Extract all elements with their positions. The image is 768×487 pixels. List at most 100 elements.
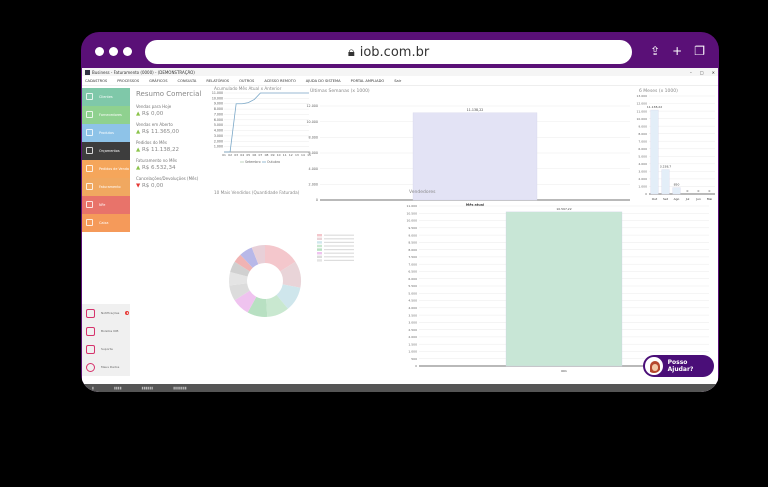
new-tab-icon[interactable]: + — [672, 44, 683, 58]
menu-item[interactable]: ACESSO REMOTO — [264, 78, 296, 83]
menu-item[interactable]: CADASTROS — [85, 78, 108, 83]
pie-slice[interactable] — [276, 284, 301, 309]
y-tick-label: 0 — [316, 198, 318, 202]
sidebar-bottom-item[interactable]: Boletos IOB — [82, 322, 130, 340]
assistant-avatar — [645, 357, 663, 375]
sidebar-item[interactable]: Pedidos de Venda — [82, 160, 130, 178]
sidebar-item[interactable]: Orçamentos — [82, 142, 130, 160]
sidebar-item[interactable]: Faturamento — [82, 178, 130, 196]
sidebar-bottom-item[interactable]: Notificações 1 — [82, 304, 130, 322]
sidebar-bottom-item[interactable]: Meus Dados — [82, 358, 130, 376]
pie-slice[interactable] — [234, 290, 257, 313]
help-button[interactable]: Posso Ajudar? — [643, 355, 714, 377]
resumo-value: ▲ R$ 11.138,22 — [136, 147, 180, 153]
menu-item[interactable]: PORTAL AMPLIADO — [350, 78, 385, 83]
sidebar-item[interactable]: NFe — [82, 196, 130, 214]
y-tick-label: 2.500 — [408, 328, 417, 332]
y-tick-label: 3.000 — [408, 321, 417, 325]
bar[interactable] — [505, 211, 623, 367]
data-label: 850 — [674, 183, 680, 187]
module-icon — [86, 111, 93, 119]
x-tick-label: 10 — [277, 153, 281, 157]
resumo-label: Cancelações/Devoluções (Mês) — [136, 176, 199, 181]
sidebar-item[interactable]: Fornecedores — [82, 106, 130, 124]
lock-icon: 🔒︎ — [347, 44, 355, 60]
support-icon — [86, 344, 95, 354]
data-label: 0 — [687, 189, 689, 193]
pie-slice[interactable] — [229, 272, 248, 286]
pie-slice[interactable] — [266, 294, 288, 317]
maximize-button[interactable]: □ — [699, 69, 704, 75]
y-tick-label: 10.000 — [212, 96, 223, 100]
trend-up-icon: ▲ — [136, 147, 141, 153]
y-tick-label: 13.000 — [637, 94, 648, 98]
y-tick-label: 9.000 — [638, 124, 647, 128]
y-tick-label: 11.000 — [212, 91, 223, 95]
sidebar-item[interactable]: Caixa — [82, 214, 130, 232]
menu-item[interactable]: OUTROS — [239, 78, 255, 83]
legend-swatch — [317, 248, 322, 251]
pie-slice[interactable] — [247, 296, 268, 317]
menu-item[interactable]: AJUDA DO SISTEMA — [305, 78, 341, 83]
resumo-value: ▼ R$ 0,00 — [136, 183, 164, 189]
sidebar-bottom-item[interactable]: Suporte — [82, 340, 130, 358]
y-tick-label: 7.000 — [408, 262, 417, 266]
minimize-button[interactable]: – — [689, 69, 692, 75]
share-icon[interactable]: ⇪ — [650, 44, 661, 58]
y-tick-label: 3.000 — [638, 170, 647, 174]
module-icon — [86, 147, 93, 155]
legend-entry — [324, 256, 354, 258]
menu-item[interactable]: CONSULTA — [177, 78, 197, 83]
legend-entry — [324, 252, 354, 254]
menu-item[interactable]: PROCESSOS — [117, 78, 140, 83]
pie-slice[interactable] — [230, 261, 250, 277]
tabs-icon[interactable]: ❐ — [694, 44, 705, 58]
y-tick-label: 7.000 — [214, 112, 223, 116]
legend-entry — [324, 238, 354, 240]
x-tick-label: 12 — [289, 153, 293, 157]
y-tick-label: 5.000 — [638, 155, 647, 159]
app-window: Business - Faturamento (0000) - (DEMONST… — [82, 68, 718, 392]
sidebar-item[interactable]: Clientes — [82, 88, 130, 106]
bar[interactable] — [650, 109, 659, 195]
pie-slice[interactable] — [234, 254, 253, 272]
y-tick-label: 4.000 — [408, 306, 417, 310]
pie-slice[interactable] — [251, 245, 265, 265]
sidebar-item[interactable]: Produtos — [82, 124, 130, 142]
x-tick-label: 04 — [240, 153, 244, 157]
y-tick-label: 5.000 — [408, 291, 417, 295]
bar[interactable] — [412, 112, 538, 201]
legend-label: Outubro — [267, 160, 280, 164]
legend-entry — [324, 245, 354, 247]
menu-item[interactable]: RELATÓRIOS — [206, 78, 230, 83]
y-tick-label: 1.000 — [638, 185, 647, 189]
y-tick-label: 7.500 — [408, 255, 417, 259]
bar[interactable] — [672, 187, 681, 195]
data-label: 11.138,22 — [647, 105, 662, 109]
y-tick-label: 6.000 — [309, 151, 318, 155]
x-tick-label: 14 — [301, 153, 305, 157]
y-tick-label: 5.000 — [214, 123, 223, 127]
sidebar-bottom: Notificações 1 Boletos IOB Suporte Meus Dado… — [82, 304, 130, 376]
bar[interactable] — [661, 169, 670, 195]
chart-title: Últimas Semanas (x 1000) — [310, 87, 370, 94]
close-button[interactable]: ✕ — [711, 69, 715, 75]
pie-slice[interactable] — [265, 245, 296, 272]
x-tick-label: Mai — [707, 197, 712, 201]
pie-slice[interactable] — [229, 283, 250, 301]
y-tick-label: 4.000 — [638, 162, 647, 166]
window-controls[interactable] — [95, 47, 132, 56]
x-tick-label: 02 — [228, 153, 232, 157]
trend-up-icon: ▲ — [136, 129, 141, 135]
data-label: 3.238,7 — [660, 165, 672, 169]
pie-slice[interactable] — [240, 247, 259, 268]
x-tick-label: Jun — [695, 197, 701, 201]
pie-slice[interactable] — [280, 261, 301, 288]
address-bar[interactable]: 🔒︎ iob.com.br — [145, 40, 632, 64]
y-tick-label: 11.000 — [637, 109, 648, 113]
y-tick-label: 1.000 — [408, 350, 417, 354]
menu-item[interactable]: Sair — [394, 78, 402, 83]
module-icon — [86, 201, 93, 209]
y-tick-label: 4.000 — [309, 167, 318, 171]
menu-item[interactable]: GRÁFICOS — [149, 78, 168, 83]
